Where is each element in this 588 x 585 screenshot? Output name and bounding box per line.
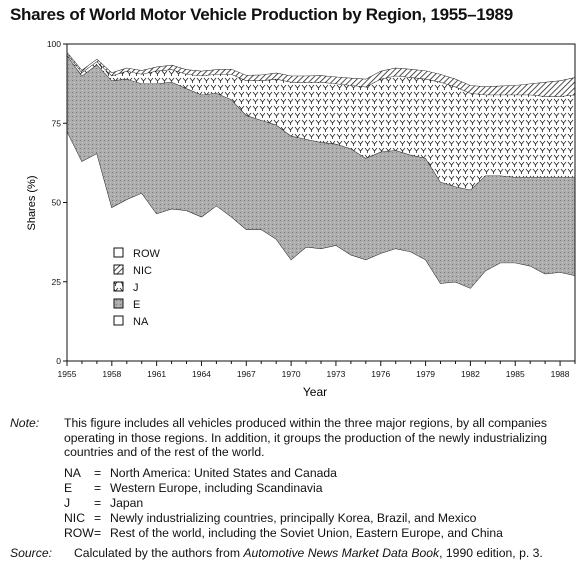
abbreviation-definition: Newly industrializing countries, princip…	[110, 510, 477, 525]
area-series-na	[67, 131, 575, 361]
y-tick-label: 0	[56, 356, 61, 366]
legend-swatch-j	[113, 281, 124, 292]
legend-label-na: NA	[133, 316, 149, 328]
x-tick-label: 1970	[282, 369, 301, 379]
area-series-e	[67, 55, 575, 289]
y-tick-label: 100	[47, 39, 61, 49]
abbreviation-key: E	[64, 480, 73, 495]
note-label: Note:	[10, 416, 40, 430]
abbreviation-key: NA	[64, 465, 81, 480]
note-paragraph: Note: This figure includes all vehicles …	[10, 416, 585, 460]
legend-swatch-nic	[113, 264, 124, 275]
y-tick-label: 25	[52, 277, 62, 287]
equals-sign: =	[94, 495, 102, 510]
notes-section: Note: This figure includes all vehicles …	[10, 416, 585, 560]
x-tick-label: 1985	[506, 369, 525, 379]
legend-swatch-na	[113, 315, 124, 326]
abbreviation-definition: Japan	[110, 495, 144, 510]
x-tick-label: 1955	[58, 369, 77, 379]
equals-sign: =	[94, 525, 102, 540]
abbreviation-definition: Rest of the world, including the Soviet …	[110, 525, 503, 540]
abbreviation-item: NA = North America: United States and Ca…	[64, 466, 585, 481]
abbreviation-item: NIC = Newly industrializing countries, p…	[64, 511, 585, 526]
source-line: Source: Calculated by the authors from A…	[10, 546, 585, 561]
area-series-nic	[67, 51, 575, 97]
x-tick-label: 1964	[192, 369, 211, 379]
abbreviation-item: ROW = Rest of the world, including the S…	[64, 526, 585, 541]
y-tick-label: 50	[52, 198, 62, 208]
y-axis-label: Shares (%)	[26, 175, 38, 230]
legend-label-nic: NIC	[133, 265, 152, 277]
source-text: Calculated by the authors from Automotiv…	[74, 546, 543, 561]
abbreviation-definition: Western Europe, including Scandinavia	[110, 480, 323, 495]
abbreviation-key: NIC	[64, 510, 85, 525]
abbreviation-key: ROW	[64, 525, 94, 540]
legend-swatch-e	[113, 298, 124, 309]
area-series-row	[67, 44, 575, 87]
x-tick-label: 1973	[326, 369, 345, 379]
abbreviation-list: NA = North America: United States and Ca…	[64, 466, 585, 541]
chart-title: Shares of World Motor Vehicle Production…	[10, 5, 513, 24]
area-series-j	[67, 53, 575, 190]
note-text: This figure includes all vehicles produc…	[64, 416, 548, 459]
equals-sign: =	[94, 480, 102, 495]
x-tick-label: 1967	[237, 369, 256, 379]
x-tick-label: 1961	[147, 369, 166, 379]
abbreviation-definition: North America: United States and Canada	[110, 465, 337, 480]
y-tick-label: 75	[52, 118, 62, 128]
abbreviation-item: J = Japan	[64, 496, 585, 511]
chart-area: 0 25 50 75 100 1955 1958 1961 1964 1967 1970 1973 19…	[26, 39, 576, 399]
source-suffix: , 1990 edition, p. 3.	[439, 545, 543, 560]
equals-sign: =	[94, 465, 102, 480]
legend-label-e: E	[133, 299, 140, 311]
source-prefix: Calculated by the authors from	[74, 545, 244, 560]
x-tick-label: 1976	[371, 369, 390, 379]
legend-label-j: J	[133, 282, 139, 294]
abbreviation-item: E = Western Europe, including Scandinavi…	[64, 481, 585, 496]
source-label: Source:	[10, 545, 53, 560]
x-axis-label: Year	[303, 385, 327, 399]
x-tick-label: 1958	[102, 369, 121, 379]
x-tick-label: 1988	[551, 369, 570, 379]
equals-sign: =	[94, 510, 102, 525]
abbreviation-key: J	[64, 495, 71, 510]
x-tick-label: 1982	[461, 369, 480, 379]
x-tick-label: 1979	[416, 369, 435, 379]
legend-label-row: ROW	[133, 248, 161, 260]
source-book-title: Automotive News Market Data Book	[243, 545, 440, 560]
legend-swatch-row	[113, 247, 124, 258]
